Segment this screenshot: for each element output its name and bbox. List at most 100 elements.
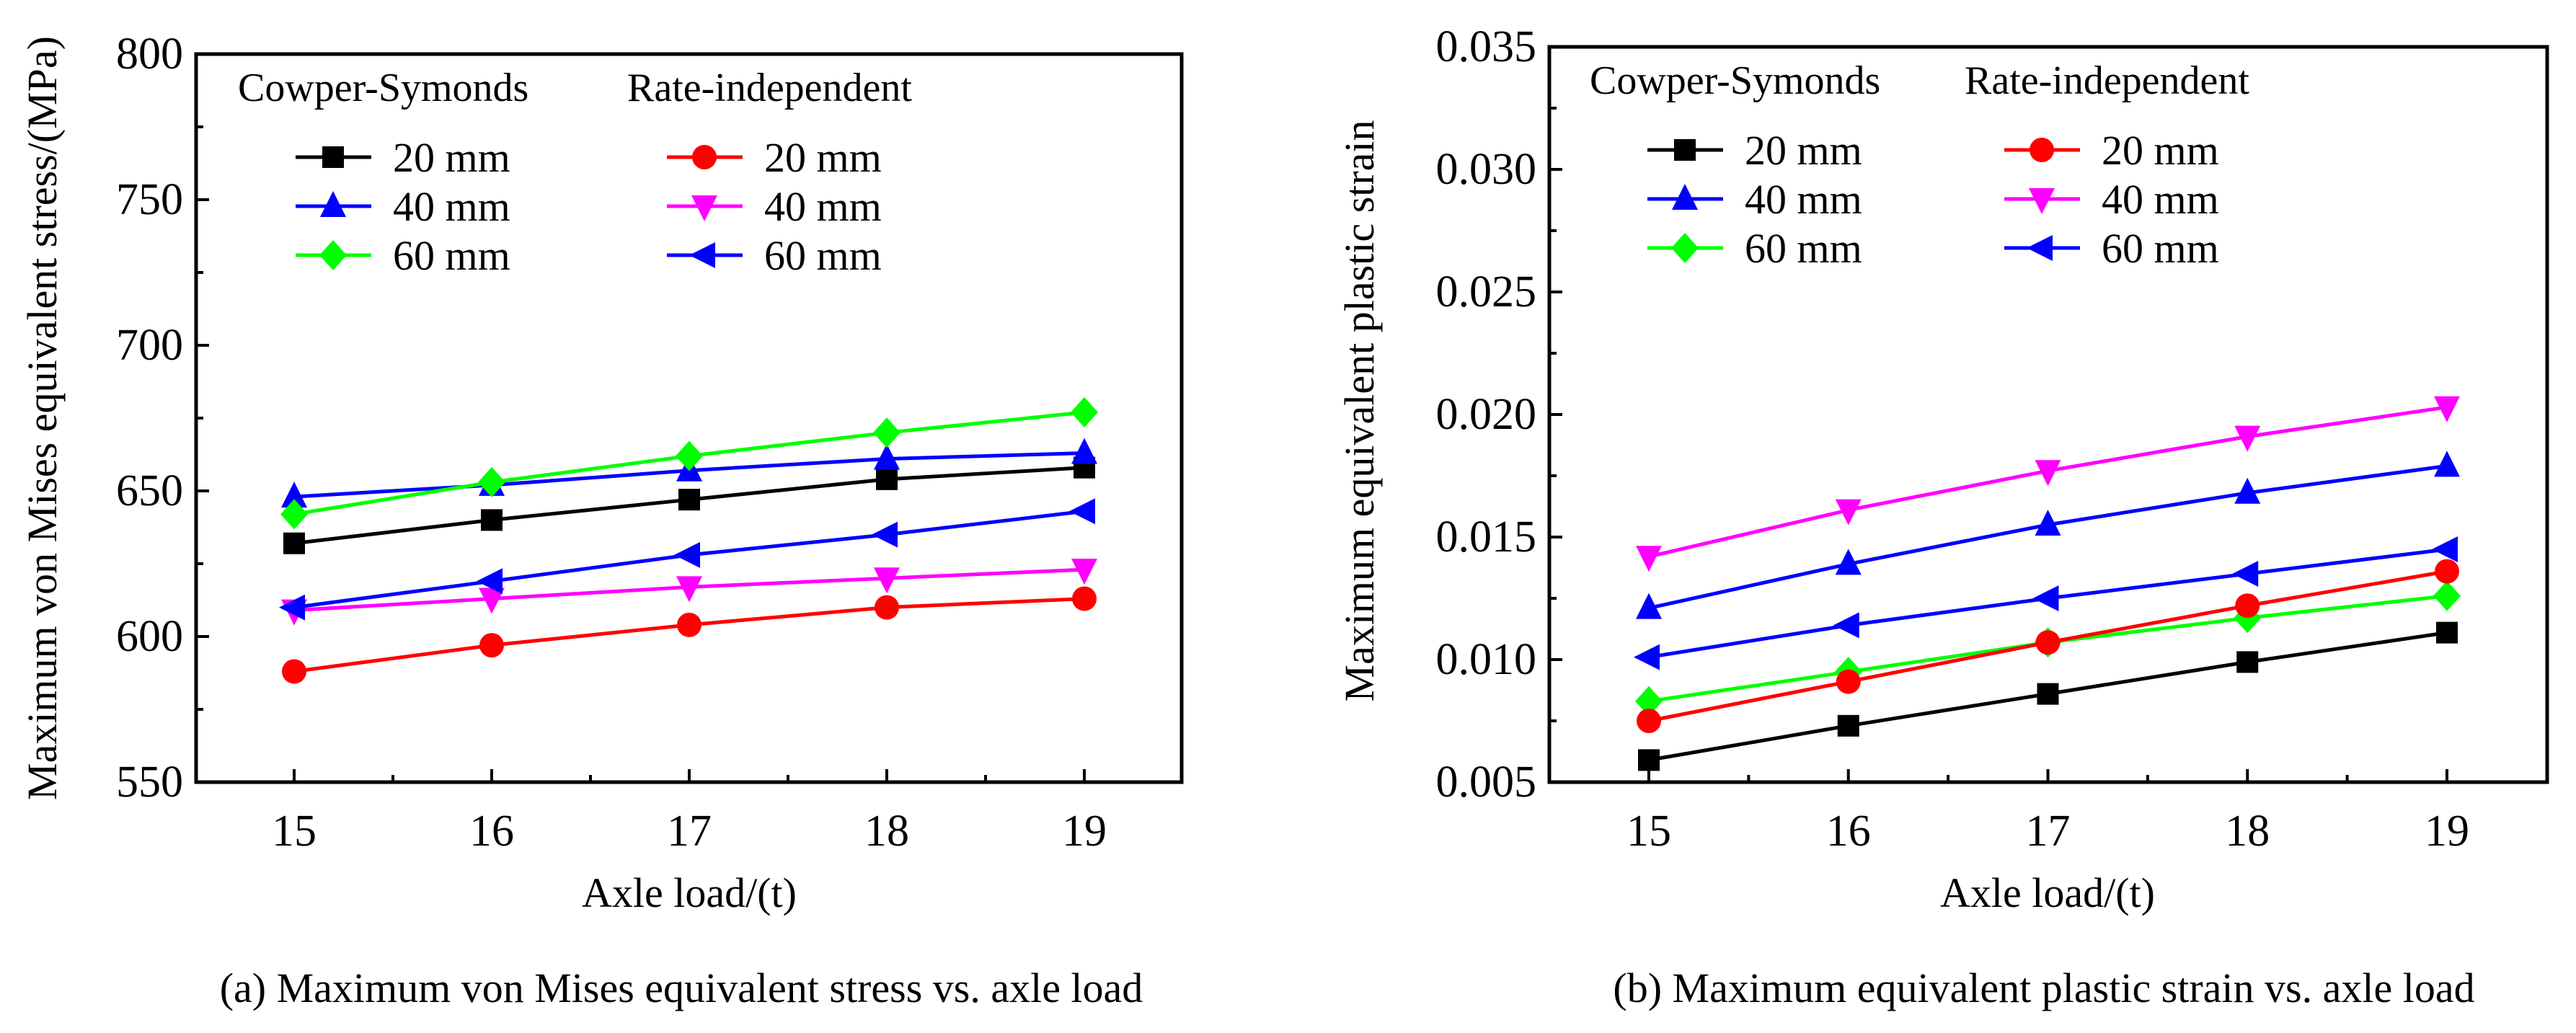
series-rate-independent-60-mm <box>1634 536 2458 670</box>
y-tick-label: 0.020 <box>1436 390 1537 439</box>
data-point-marker <box>2035 460 2061 487</box>
data-point-marker <box>1637 709 1661 733</box>
data-point-marker <box>1833 612 1859 639</box>
y-tick-label: 0.030 <box>1436 145 1537 194</box>
data-point-marker <box>674 541 700 568</box>
legend-group-header: Rate-independent <box>1965 58 2249 103</box>
series-line <box>1648 464 2448 611</box>
panel-b-strain-chart: Axle load/(t) Maximum equivalent plastic… <box>1336 22 2549 1011</box>
legend-item: 20 mm <box>667 134 882 181</box>
data-point-marker <box>283 532 305 554</box>
data-point-marker <box>2035 630 2061 655</box>
legend-marker-icon <box>1672 184 1698 210</box>
legend-item: 60 mm <box>296 232 510 279</box>
data-point-marker <box>281 482 307 508</box>
data-point-marker <box>874 567 900 594</box>
data-point-marker <box>2236 651 2259 673</box>
data-point-marker <box>2037 683 2059 705</box>
data-point-marker <box>1836 669 1861 694</box>
legend-item: 40 mm <box>1647 176 1862 223</box>
data-point-marker <box>1071 438 1097 464</box>
data-point-marker <box>677 612 701 637</box>
data-point-marker <box>676 440 703 471</box>
data-point-marker <box>2032 585 2059 611</box>
legend-marker-icon <box>320 191 346 217</box>
legend-item: 20 mm <box>2004 127 2219 174</box>
legend-marker-icon <box>322 146 344 168</box>
data-point-marker <box>2232 561 2259 587</box>
y-tick-label: 0.025 <box>1436 267 1537 316</box>
legend-label: 60 mm <box>1745 225 1862 272</box>
y-tick-label: 0.010 <box>1436 635 1537 684</box>
y-tick-label: 700 <box>116 321 183 370</box>
legend-marker-icon <box>2030 138 2054 162</box>
data-point-marker <box>872 521 898 548</box>
x-tick-label: 19 <box>1062 807 1107 856</box>
data-point-marker <box>875 595 899 620</box>
data-point-marker <box>280 499 308 530</box>
legend-marker-icon <box>689 242 715 268</box>
legend-item: 20 mm <box>296 134 510 181</box>
data-point-marker <box>2435 559 2459 584</box>
y-tick-label: 0.015 <box>1436 513 1537 562</box>
legend-item: 60 mm <box>667 232 882 279</box>
data-point-marker <box>2432 536 2458 562</box>
series-rate-independent-60-mm <box>279 498 1095 621</box>
legend-label: 20 mm <box>764 134 882 181</box>
y-tick-label: 600 <box>116 612 183 661</box>
series-cowper-symonds-20-mm <box>283 456 1095 554</box>
x-tick-label: 19 <box>2425 807 2469 856</box>
data-point-marker <box>282 659 306 684</box>
data-point-marker <box>678 489 700 511</box>
data-point-marker <box>676 576 702 603</box>
x-tick-label: 15 <box>272 807 317 856</box>
data-point-marker <box>2436 621 2458 644</box>
legend-item: 40 mm <box>667 183 882 230</box>
series-cowper-symonds-60-mm <box>280 396 1098 530</box>
legend-label: 40 mm <box>1745 176 1862 223</box>
legend-label: 40 mm <box>393 183 510 230</box>
data-point-marker <box>477 568 503 595</box>
legend-item: 40 mm <box>296 183 510 230</box>
legend-label: 20 mm <box>2102 127 2219 174</box>
legend-label: 40 mm <box>764 183 882 230</box>
data-point-marker <box>1634 644 1660 670</box>
legend-label: 60 mm <box>2102 225 2219 272</box>
legend-marker-icon <box>2027 235 2053 261</box>
legend-group-header: Cowper-Symonds <box>1590 58 1880 103</box>
legend-marker-icon <box>2029 188 2055 214</box>
series-rate-independent-40-mm <box>1636 396 2460 572</box>
data-point-marker <box>279 594 305 621</box>
legend-item: 60 mm <box>1647 225 1862 272</box>
data-point-marker <box>2234 477 2261 504</box>
data-point-marker <box>1638 749 1660 771</box>
series-cowper-symonds-20-mm <box>1638 621 2458 771</box>
x-tick-label: 17 <box>2026 807 2071 856</box>
panel-a-ylabel: Maximum von Mises equivalent stress/(MPa… <box>19 36 66 800</box>
legend-label: 20 mm <box>393 134 510 181</box>
panel-a-stress-chart: Axle load/(t) Maximum von Mises equivale… <box>19 30 1184 1011</box>
legend-label: 60 mm <box>393 232 510 279</box>
panel-b-xlabel: Axle load/(t) <box>1940 869 2155 916</box>
legend-item: 40 mm <box>2004 176 2219 223</box>
data-point-marker <box>2235 593 2260 619</box>
legend-marker-icon <box>1671 233 1699 263</box>
panel-a-xlabel: Axle load/(t) <box>582 869 797 916</box>
panel-a-caption: (a) Maximum von Mises equivalent stress … <box>220 965 1143 1011</box>
legend-marker-icon <box>692 145 717 169</box>
legend-group-header: Rate-independent <box>627 66 912 110</box>
data-point-marker <box>873 417 900 448</box>
series-cowper-symonds-40-mm <box>1636 451 2460 619</box>
legend-marker-icon <box>691 195 717 221</box>
data-point-marker <box>1069 498 1095 525</box>
data-point-marker <box>2434 451 2460 477</box>
legend-group-header: Cowper-Symonds <box>238 66 528 110</box>
data-point-marker <box>1835 549 1862 575</box>
legend-label: 60 mm <box>764 232 882 279</box>
data-point-marker <box>2035 510 2061 536</box>
x-tick-label: 17 <box>667 807 712 856</box>
y-tick-label: 800 <box>116 30 183 79</box>
data-point-marker <box>876 468 898 490</box>
